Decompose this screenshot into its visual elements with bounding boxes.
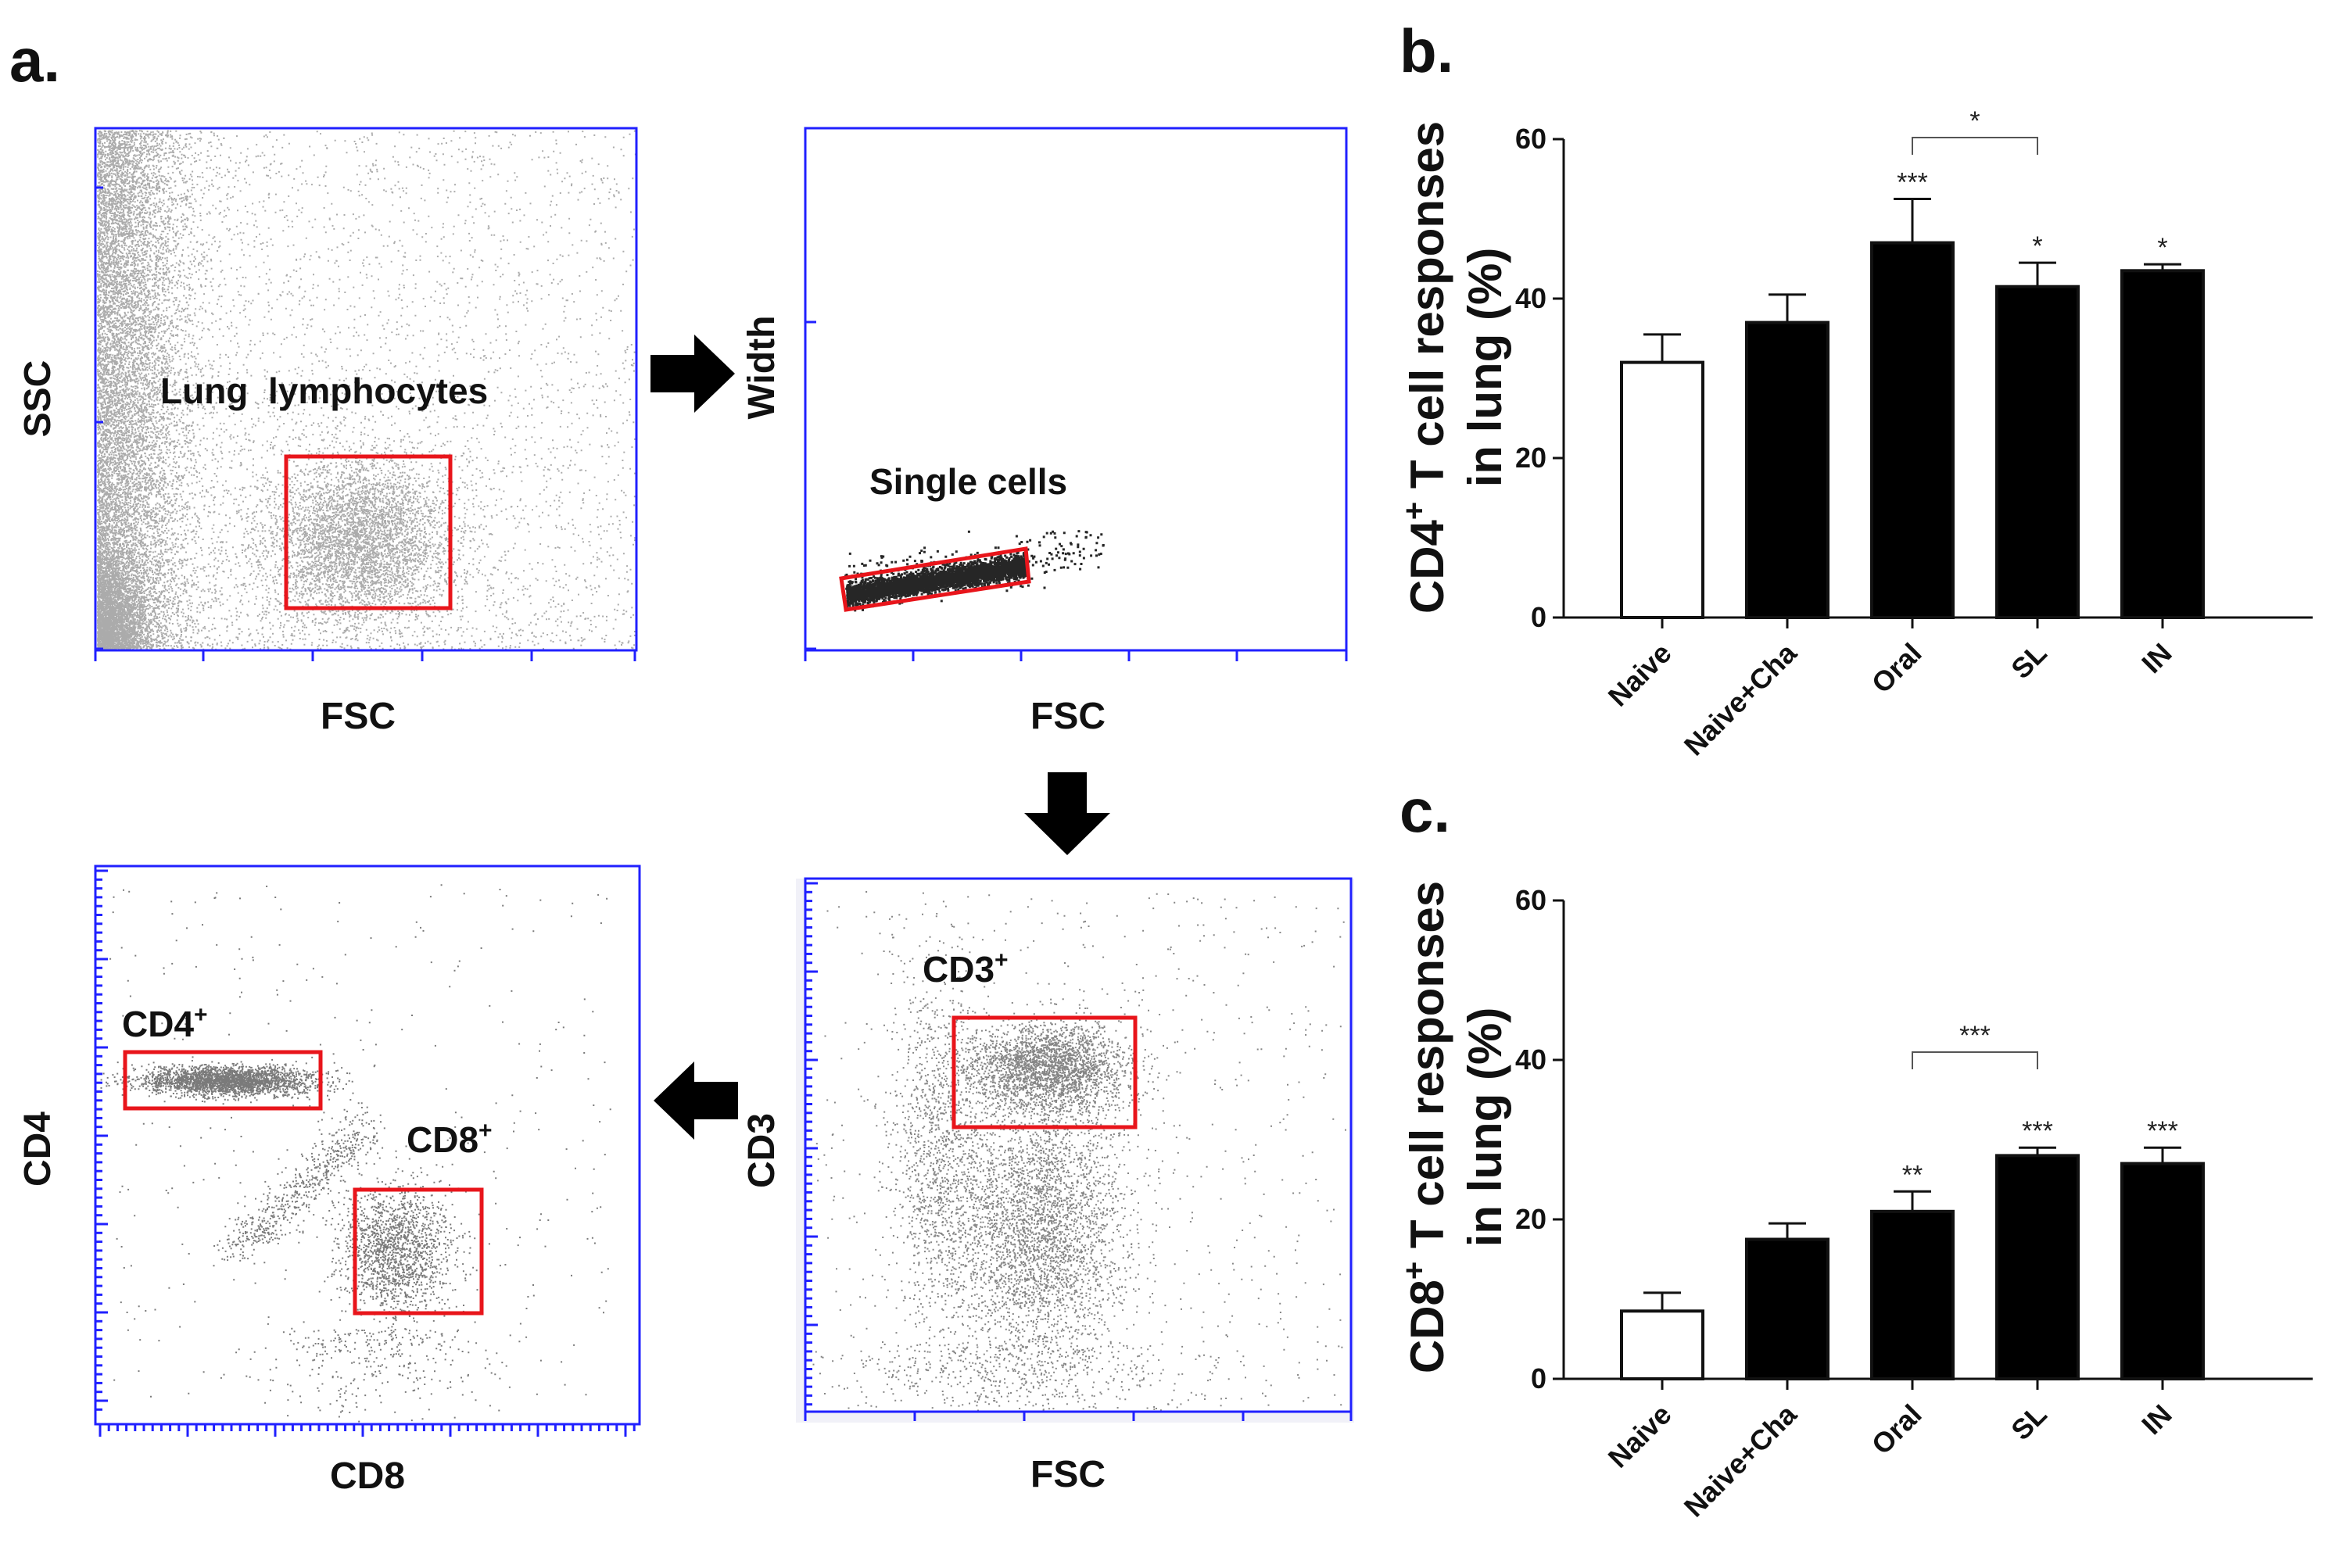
bar-naive [1620, 1309, 1704, 1381]
x-axis-label: FSC [321, 696, 396, 737]
significance-bracket [1912, 1051, 2038, 1069]
gate-label-cd3: CD3+ [923, 947, 1009, 990]
plot-area [805, 879, 1351, 1412]
y-axis-label: CD4 [17, 1112, 59, 1187]
significance-label: *** [2022, 1116, 2053, 1146]
y-tick-label: 0 [1531, 601, 1546, 633]
scatter-dots-cd4-cd8 [100, 884, 611, 1423]
scatter-dots-lymphocytes [97, 130, 636, 650]
y-axis-title-line2: in lung (%) [1459, 1008, 1511, 1248]
x-axis-label: FSC [1030, 1454, 1106, 1495]
y-tick-label: 60 [1515, 884, 1546, 916]
plot-frame [804, 877, 1353, 1413]
y-tick-label: 20 [1515, 1203, 1546, 1235]
plot-frame [94, 127, 638, 652]
bar-oral [1870, 1209, 1955, 1381]
x-tick-label: IN [2135, 637, 2177, 679]
y-axis-title: CD8+ T cell responses [1397, 881, 1453, 1373]
bracket-label: * [1969, 106, 1980, 136]
bar-naive [1620, 360, 1704, 619]
gate-label-cd4: CD4+ [122, 1002, 208, 1044]
bar-naive-cha [1745, 1237, 1829, 1380]
x-tick-label: Naive [1602, 637, 1678, 713]
significance-bracket [1912, 137, 2038, 155]
panel-label-a: a. [9, 26, 60, 95]
axis-ticks [95, 869, 636, 1437]
y-axis-label: SSC [17, 360, 59, 438]
gate-label-single-cells: Single cells [869, 461, 1067, 502]
bar-chart-cd4: CD4+ T cell responses in lung (%) 0 20 40 6… [1397, 106, 2313, 762]
panel-label-c: c. [1399, 776, 1450, 845]
flow-plot-single-cells: Single cells FSC Width [741, 127, 1348, 737]
gate-single-cells [839, 546, 1031, 612]
significance-label: *** [1897, 168, 1928, 198]
arrow-down-icon [1024, 772, 1110, 855]
y-tick-label: 40 [1515, 282, 1546, 314]
arrow-right-icon [650, 335, 735, 413]
bar-chart-cd8: CD8+ T cell responses in lung (%) 0 20 40 6… [1397, 881, 2313, 1523]
bar-sl [1995, 285, 2080, 619]
axis-ticks [94, 186, 636, 661]
significance-label: ** [1902, 1160, 1923, 1190]
x-tick-label: Naive [1602, 1398, 1678, 1474]
bracket-label: *** [1959, 1021, 1991, 1051]
y-tick-label: 20 [1515, 442, 1546, 474]
gate-lymphocytes [284, 454, 453, 610]
axis-ticks [804, 882, 1353, 1421]
y-tick-label: 60 [1515, 123, 1546, 155]
significance-label: * [2157, 233, 2167, 263]
bar-naive-cha [1745, 320, 1829, 619]
y-tick-label: 40 [1515, 1044, 1546, 1076]
x-tick-label: SL [2005, 1398, 2053, 1447]
bar-in [2120, 269, 2205, 619]
gate-cd8 [353, 1187, 484, 1316]
y-axis-title: CD4+ T cell responses [1397, 121, 1453, 614]
gate-cd4 [123, 1050, 323, 1111]
x-axis-label: CD8 [330, 1455, 405, 1497]
y-axis-title-line2: in lung (%) [1459, 248, 1511, 488]
flow-plot-cd3: CD3+ FSC CD3 [741, 877, 1354, 1495]
x-tick-label: Oral [1865, 1398, 1928, 1461]
y-tick-label: 0 [1531, 1362, 1546, 1394]
flow-plot-cd4-cd8: CD4+ CD8+ CD8 CD4 [17, 865, 641, 1497]
panel-label-b: b. [1399, 16, 1453, 85]
x-tick-label: Oral [1865, 637, 1928, 700]
x-axis-label: FSC [1030, 696, 1106, 737]
event-dots [97, 130, 636, 650]
x-tick-label: Naive+Cha [1678, 636, 1804, 762]
significance-label: * [2032, 231, 2042, 261]
scatter-dots-single-cells [844, 530, 1105, 612]
bar-sl [1995, 1154, 2080, 1381]
event-dots [844, 530, 1105, 612]
axis-ticks [804, 320, 1348, 661]
event-dots [100, 884, 611, 1423]
gate-cd3 [951, 1015, 1138, 1129]
bar-in [2120, 1162, 2205, 1380]
significance-label: *** [2147, 1116, 2178, 1146]
arrow-left-icon [654, 1061, 738, 1140]
x-tick-label: IN [2135, 1398, 2177, 1441]
plot-frame [804, 127, 1348, 652]
x-tick-label: SL [2005, 637, 2053, 686]
flow-plot-lymphocytes: Lung lymphocytes FSC SSC [17, 127, 638, 737]
bar-oral [1870, 241, 1955, 619]
y-axis-label: Width [741, 316, 783, 420]
gate-label-cd8: CD8+ [407, 1118, 493, 1160]
x-tick-label: Naive+Cha [1678, 1398, 1804, 1523]
y-axis-label: CD3 [741, 1113, 783, 1188]
gate-label-lymphocytes: Lung lymphocytes [160, 371, 488, 411]
